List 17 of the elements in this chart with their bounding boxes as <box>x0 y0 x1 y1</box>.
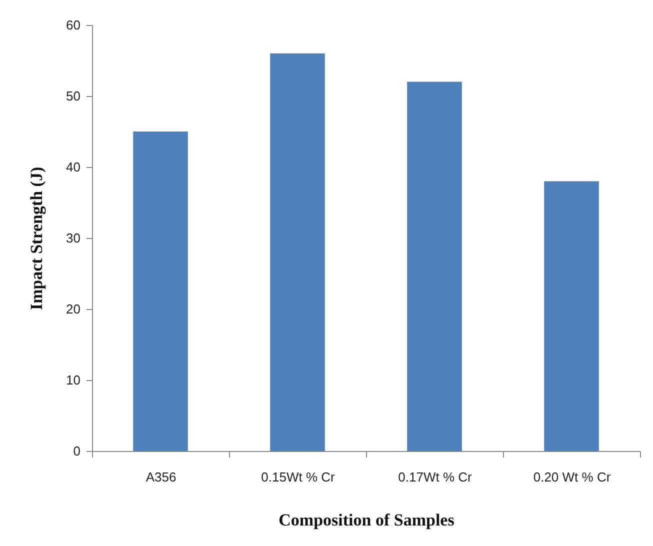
y-tick-label: 0 <box>73 444 80 458</box>
bar <box>133 132 188 451</box>
x-tick-label: A356 <box>146 470 176 484</box>
y-tick-label: 30 <box>66 230 80 246</box>
y-tick-label: 40 <box>66 160 80 174</box>
y-tick-label: 20 <box>66 302 80 316</box>
bar <box>407 82 462 451</box>
x-tick-label: 0.17Wt % Cr <box>398 470 473 484</box>
y-tick-label: 60 <box>66 18 80 32</box>
bar <box>544 181 599 451</box>
y-tick-label: 50 <box>66 88 80 104</box>
y-tick-label: 10 <box>66 372 80 388</box>
bar <box>270 53 325 451</box>
y-axis-title: Impact Strength (J) <box>27 166 46 310</box>
x-tick-label: 0.20 Wt % Cr <box>533 470 612 484</box>
x-axis-title: Composition of Samples <box>278 510 455 530</box>
x-tick-label: 0.15Wt % Cr <box>261 470 336 484</box>
